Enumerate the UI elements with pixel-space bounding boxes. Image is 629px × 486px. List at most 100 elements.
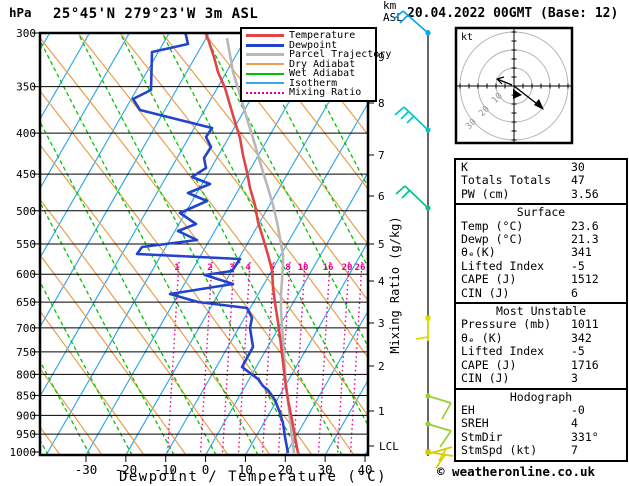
pressure-tick-label: 800	[16, 368, 36, 381]
km-tick-label: 8	[378, 97, 385, 110]
table-row-value: 4	[571, 416, 578, 431]
km-tick-label: 5	[378, 238, 385, 251]
table-row: EH -0	[456, 403, 626, 417]
mixing-ratio-line-label: 2	[207, 263, 212, 273]
wind-barb	[427, 395, 452, 404]
wind-barb-marker	[425, 205, 431, 211]
dry-adiabat-line	[40, 143, 271, 455]
wet-adiabat-line	[203, 33, 368, 348]
table-row-value: 3	[571, 371, 578, 386]
mixing-ratio-line	[317, 261, 331, 455]
table-row-label: Dewp (°C)	[461, 232, 524, 247]
dry-adiabat-line	[40, 37, 355, 455]
mixing-ratio-line	[199, 261, 213, 455]
wind-barb	[427, 423, 452, 432]
legend-label: Wet Adiabat	[289, 68, 356, 80]
wind-barb-marker	[425, 315, 431, 321]
dry-adiabat-line	[161, 33, 368, 302]
table-row: Dewp (°C) 21.3	[456, 232, 626, 247]
wind-barb	[403, 106, 429, 131]
mixing-ratio-line-label: 4	[245, 263, 251, 273]
mixing-ratio-line-label: 8	[285, 263, 290, 273]
isotherm-line	[40, 33, 130, 190]
wind-barb-marker	[425, 449, 431, 455]
table-row-label: StmSpd (kt)	[461, 443, 538, 458]
temp-tick-label: -30	[75, 462, 98, 477]
wind-barb	[399, 14, 409, 24]
table-row-value: 7	[571, 443, 578, 458]
mixing-ratio-line	[221, 261, 235, 455]
pressure-gridlines	[40, 86, 368, 435]
table-row-value: 1011	[571, 317, 599, 332]
hodograph-trace-arrowhead	[495, 76, 505, 85]
table-row-value: 30	[571, 160, 585, 174]
table-row-label: Pressure (mb)	[461, 317, 552, 332]
mixing-ratio-line	[237, 261, 251, 455]
wind-barb	[402, 10, 429, 34]
wet-adiabat-line	[119, 33, 343, 455]
hodograph-trace-arrowhead	[534, 99, 544, 110]
wind-barb	[427, 446, 453, 455]
table-row: CAPE (J) 1716	[456, 357, 626, 372]
hodograph-unit-label: kt	[461, 32, 473, 43]
pressure-tick-label: 900	[16, 409, 36, 422]
temp-tick-label: 30	[318, 462, 333, 477]
table-section-surface: Surface Temp (°C) 23.6 Dewp (°C) 21.3 θₑ(K) 34…	[454, 203, 628, 305]
table-row-label: K	[461, 160, 468, 174]
wind-barb-marker	[425, 421, 431, 427]
table-row-value: 6	[571, 285, 578, 300]
wind-barb	[441, 402, 452, 420]
copyright: © weatheronline.co.uk	[437, 464, 596, 479]
table-row: Lifted Index -5	[456, 258, 626, 273]
temp-tick-label: 40	[357, 462, 372, 477]
wind-barb-column	[393, 10, 454, 469]
legend-item-mixing-ratio: Mixing Ratio	[246, 88, 375, 98]
legend-line-sample	[246, 34, 284, 38]
pressure-tick-label: 650	[16, 296, 36, 309]
legend-line-sample	[246, 82, 284, 85]
temp-tick-label: 10	[238, 462, 253, 477]
table-row-value: 47	[571, 173, 585, 188]
table-row: Temp (°C) 23.6	[456, 218, 626, 233]
legend-label: Temperature	[289, 30, 356, 42]
table-row: CIN (J) 6	[456, 285, 626, 300]
pressure-tick-label: 700	[16, 322, 36, 335]
dry-adiabat-line	[77, 33, 368, 417]
mixing-ratio-line-label: 16	[323, 263, 334, 273]
wet-adiabat-line	[161, 33, 368, 427]
wind-barb	[400, 110, 410, 120]
table-row: θₑ(K) 341	[456, 245, 626, 260]
wind-barb	[394, 106, 405, 116]
legend-line-sample	[246, 53, 284, 57]
pressure-tick-label: 400	[16, 127, 36, 140]
wind-barb-marker	[425, 30, 431, 36]
dry-adiabat-line	[119, 33, 368, 359]
legend-line-sample	[246, 72, 284, 75]
table-row-label: θₑ (K)	[461, 330, 503, 345]
temp-tick-label: -10	[154, 462, 177, 477]
legend-label: Mixing Ratio	[289, 87, 362, 99]
table-section-most-unstable: Most Unstable Pressure (mb) 1011 θₑ (K) 342 L…	[454, 302, 628, 390]
wind-barb	[439, 430, 452, 448]
wet-adiabat-line	[77, 33, 301, 455]
wind-barb	[435, 454, 446, 469]
storm-motion-marker	[513, 89, 522, 99]
pressure-tick-label: 550	[16, 238, 36, 251]
wind-barb-marker	[425, 393, 431, 399]
table-row-value: 1716	[571, 357, 599, 372]
table-row-label: Temp (°C)	[461, 218, 524, 233]
table-row-value: 341	[571, 245, 592, 260]
table-row: CIN (J) 3	[456, 371, 626, 386]
table-row-label: PW (cm)	[461, 186, 510, 201]
legend-line-sample	[246, 63, 284, 66]
mixing-ratio-line	[349, 261, 363, 455]
mixing-ratio-line	[261, 261, 275, 455]
pressure-tick-label: 750	[16, 346, 36, 359]
table-row-label: StmDir	[461, 429, 503, 444]
indices-table: K 30 Totals Totals 47 PW (cm) 3.56 Surface Temp…	[454, 158, 628, 462]
table-row: StmDir 331°	[456, 429, 626, 444]
table-row-label: Lifted Index	[461, 258, 545, 273]
wind-barb	[438, 448, 447, 462]
